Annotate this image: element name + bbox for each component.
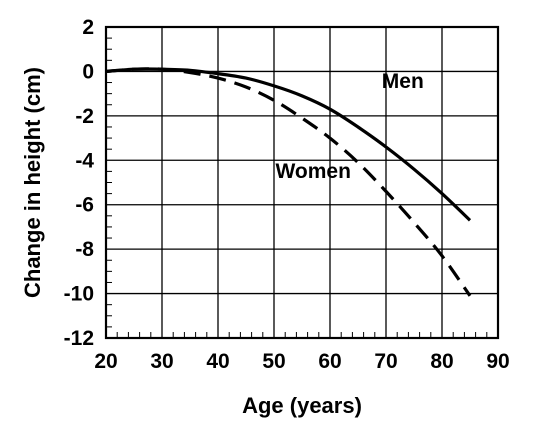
series-annotations: Men Women [275,70,423,183]
series-label-men: Men [382,70,424,93]
x-tick-label: 80 [430,350,453,373]
x-tick-label: 90 [486,350,509,373]
series-label-women: Women [275,160,350,183]
y-axis-title: Change in height (cm) [20,67,45,298]
x-tick-label: 50 [262,350,285,373]
x-tick-label: 20 [94,350,117,373]
x-tick-label: 30 [150,350,173,373]
y-tick-label: -2 [75,105,94,128]
y-tick-label: 0 [82,60,94,83]
x-tick-label: 60 [318,350,341,373]
y-tick-label: 2 [82,16,94,39]
plot-frame [104,25,500,340]
x-tick-label: 40 [206,350,229,373]
series-lines [105,67,472,297]
y-tick-label: -12 [64,327,94,350]
x-axis-title: Age (years) [242,393,362,418]
y-tick-labels: 2 0 -2 -4 -6 -8 -10 -12 [64,16,95,350]
x-tick-labels: 20 30 40 50 60 70 80 90 [94,350,509,373]
y-tick-label: -6 [75,194,94,217]
y-tick-label: -8 [75,238,94,261]
y-tick-label: -10 [64,283,94,306]
series-line-women [105,67,472,297]
x-tick-label: 70 [374,350,397,373]
y-tick-label: -4 [75,149,94,172]
